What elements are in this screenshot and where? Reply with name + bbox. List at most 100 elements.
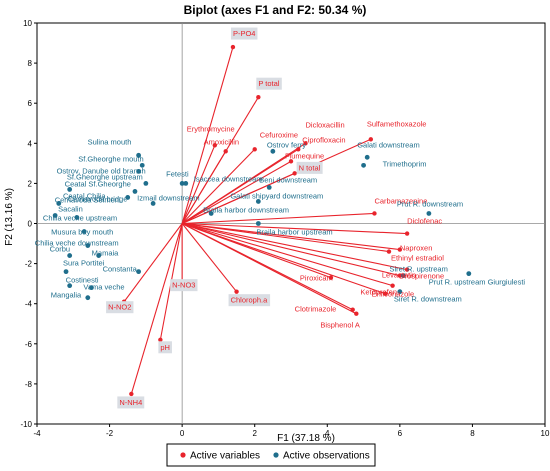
variable-vector-diclofenac [182, 222, 408, 235]
x-tick-label: -2 [106, 429, 114, 438]
observation-label-mamaia: Mamaia [92, 249, 120, 258]
observation-point-braila-harbor-downstream [208, 211, 214, 216]
variable-label-ethinyl-estradiol: Ethinyl estradiol [391, 254, 444, 263]
y-tick-label: 4 [28, 139, 33, 148]
legend-box [166, 443, 376, 467]
observation-label-constanta: Constanta [103, 265, 138, 274]
legend-item-observations: Active observations [273, 451, 370, 462]
y-tick-label: -4 [25, 300, 33, 309]
variable-point-flumequine [288, 159, 294, 164]
variable-vector-cefuroxime [181, 148, 256, 224]
variable-label-dicloxacillin: Dicloxacillin [306, 120, 345, 129]
variable-label-n-no3: N-NO3 [172, 281, 195, 290]
variable-label-naproxen: Naproxen [400, 244, 433, 253]
variable-point-ketoprofen [383, 291, 388, 296]
legend-variables-label: Active variables [190, 451, 260, 462]
observation-label-isaccea-downstream: Isaccea downstream [194, 174, 263, 183]
observation-label-sura-portitei: Sura Portitei [63, 259, 105, 268]
variable-point-chloroph-a [234, 289, 239, 294]
observation-point-ostrov-ferry [270, 148, 276, 154]
observation-point-chilia-veche-downstream [85, 243, 91, 248]
observation-label-chilia-veche-upstream: Chilia veche upstream [43, 213, 117, 222]
observation-point-fetesti [179, 181, 185, 186]
variable-vector-n-no2 [123, 223, 183, 303]
variable-vector-ethinyl-estradiol [182, 222, 390, 253]
variable-label-enilconazole: Enilconazole [372, 290, 415, 299]
observation-label-izmail-downstream: Izmail downstream [137, 193, 200, 202]
variable-label-box-p-po4 [230, 27, 258, 40]
observation-point-beni-downstream [266, 185, 272, 190]
observation-label-ostrov-ferry: Ostrov ferry [267, 140, 306, 149]
y-axis-title: F2 (13.16 %) [4, 188, 15, 246]
variable-vector-drospirenone [182, 222, 408, 271]
observation-point-sura-portitei [63, 269, 69, 275]
observation-point-braila-harbor-upstream [255, 221, 261, 226]
observation-label-costinesti: Costinesti [66, 276, 99, 285]
variable-label-ph: pH [160, 343, 170, 352]
variable-point-n-total [292, 171, 297, 176]
observation-point-prut-r-upstream-giurgiulesti [466, 271, 472, 277]
observation-point-constanta [136, 269, 142, 275]
observation-label-prut-r-downstream: Prut R. downstream [397, 199, 463, 208]
variable-label-drospirenone: Drospirenone [399, 272, 444, 281]
variable-label-box-p-total [256, 77, 282, 90]
variable-vector-flumequine [181, 160, 292, 224]
legend-observations-marker [273, 452, 279, 458]
variable-point-p-po4 [230, 44, 236, 50]
variable-label-n-total: N total [299, 163, 321, 172]
observation-point-siret-r-downstream [397, 289, 403, 295]
observation-label-galati-downstream: Galati downstream [357, 140, 420, 149]
variable-vector-amoxicillin [181, 151, 227, 224]
variable-label-box-chloroph-a [228, 294, 271, 307]
variable-vector-bisphenol-a [181, 223, 357, 315]
variable-label-levastatin: Levastatin [382, 271, 416, 280]
observation-label-cernavoda-seimeni: Cernavoda Seimeni [55, 195, 121, 204]
observation-point-galati-downstream [364, 154, 370, 160]
observation-label-fetesti: Fetesti [166, 169, 189, 178]
y-tick-label: -6 [25, 340, 33, 349]
variable-point-ciprofloxacin [296, 147, 301, 152]
observation-label-beni-downstream: Beni downstream [259, 175, 317, 184]
x-axis-title: F1 (37.18 %) [277, 433, 335, 444]
labels-layer: P-PO4 P total Erythromycine Amoxicillin Cefu… [35, 27, 525, 409]
observation-point-vama-veche [89, 285, 94, 291]
observation-label-braila-harbor-downstream: Braila harbor downstream [203, 205, 289, 214]
x-tick-label: 4 [325, 429, 330, 438]
observation-label-mangalia: Mangalia [51, 291, 82, 300]
variable-point-cefuroxime [252, 147, 257, 152]
observation-label-braila-harbor-upstream: Braila harbor upstream [256, 228, 332, 237]
variable-vector-levastatin [182, 222, 400, 277]
variable-point-p-total [256, 94, 261, 100]
observation-label-ceatal-sf-gheorghe: Ceatal Sf.Gheorghe [65, 179, 131, 188]
observation-point-galati-shipyard-downstream [255, 199, 261, 204]
legend: Active variables Active observations [166, 443, 376, 467]
variable-vector-carbamazepine [182, 212, 375, 225]
variable-label-ciprofloxacin: Ciprofloxacin [302, 135, 345, 144]
observation-point-musura-bay-mouth [81, 229, 87, 234]
variable-label-bisphenol-a: Bisphenol A [320, 321, 360, 330]
observation-label-sf-gheorghe-upstream: Sf.Gheorghe upstream [67, 172, 143, 181]
observation-label-siret-r-upstream: Siret R. upstream [389, 265, 447, 274]
variable-label-erythromycine: Erythromycine [187, 124, 235, 133]
observation-label-galati-shipyard-downstream: Galati shipyard downstream [230, 191, 323, 200]
variable-label-box-ph [158, 341, 172, 354]
variable-point-carbamazepine [372, 211, 377, 216]
observation-point-corbu [67, 253, 73, 258]
observation-point-trimethoprim [361, 162, 366, 168]
variable-point-diclofenac [404, 231, 410, 236]
chart-title: Biplot (axes F1 and F2: 50.34 %) [184, 3, 367, 17]
legend-observations-label: Active observations [283, 451, 370, 462]
y-tick-label: 6 [28, 99, 33, 108]
variable-label-box-n-no2 [106, 301, 134, 314]
x-tick-label: 2 [252, 429, 257, 438]
y-tick-label: 2 [28, 179, 33, 188]
observation-point-costinesti [67, 283, 73, 289]
observation-label-sf-gheorghe-mouth: Sf.Gheorghe mouth [78, 154, 143, 163]
legend-variables-marker [180, 452, 186, 458]
variable-point-naproxen [397, 247, 403, 252]
y-tick-label: 10 [23, 19, 32, 28]
variable-label-flumequine: Flumequine [285, 151, 324, 160]
variable-vector-piroxicam [181, 222, 332, 279]
variable-label-n-no2: N-NO2 [108, 303, 131, 312]
